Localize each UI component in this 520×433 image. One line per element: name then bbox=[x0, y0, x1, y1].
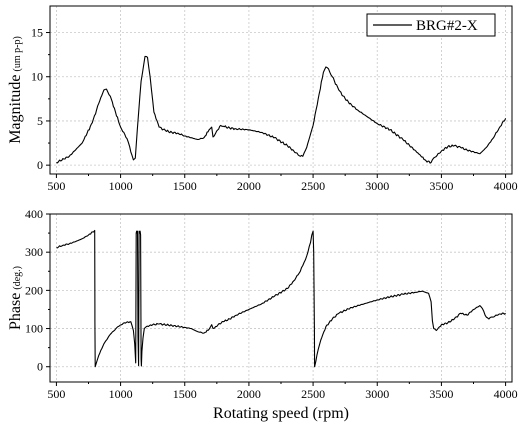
magnitude-y-label: Magnitude bbox=[7, 74, 24, 143]
phase-plot-frame bbox=[50, 214, 512, 382]
phase-y-axis-title: Phase (deg.) bbox=[7, 266, 24, 330]
phase-x-tick-label: 1000 bbox=[109, 387, 133, 401]
phase-x-tick-label: 2000 bbox=[237, 387, 261, 401]
magnitude-series bbox=[56, 55, 507, 164]
magnitude-y-tick-label: 5 bbox=[37, 114, 43, 128]
phase-x-tick-label: 2500 bbox=[301, 387, 325, 401]
legend-box bbox=[366, 13, 496, 37]
magnitude-x-tick-label: 1500 bbox=[173, 179, 197, 193]
magnitude-y-unit: (um p-p) bbox=[12, 36, 23, 71]
phase-x-tick-label: 4000 bbox=[494, 387, 518, 401]
magnitude-x-tick-label: 3500 bbox=[429, 179, 453, 193]
magnitude-x-tick-label: 4000 bbox=[494, 179, 518, 193]
magnitude-y-tick-label: 0 bbox=[37, 158, 43, 172]
legend-label-brg2x: BRG#2-X bbox=[416, 18, 478, 34]
phase-y-label: Phase bbox=[7, 293, 24, 330]
magnitude-y-axis-title: Magnitude (um p-p) bbox=[7, 36, 24, 144]
phase-y-tick-label: 0 bbox=[37, 360, 43, 374]
magnitude-y-tick-label: 15 bbox=[31, 26, 43, 40]
magnitude-x-tick-label: 1000 bbox=[109, 179, 133, 193]
phase-y-ticks: 0 100 200 300 400 bbox=[25, 207, 50, 374]
magnitude-y-ticks: 0 5 10 15 bbox=[31, 26, 50, 172]
x-axis-title: Rotating speed (rpm) bbox=[213, 405, 349, 422]
phase-x-tick-label: 3500 bbox=[429, 387, 453, 401]
phase-y-unit: (deg.) bbox=[12, 266, 23, 290]
phase-panel: 500 1000 1500 2000 2500 3000 3500 4000 0 100 200 3… bbox=[7, 207, 518, 422]
legend: BRG#2-X bbox=[366, 13, 496, 37]
phase-y-tick-label: 200 bbox=[25, 283, 43, 297]
phase-x-tick-label: 1500 bbox=[173, 387, 197, 401]
magnitude-series-line bbox=[56, 55, 507, 164]
phase-x-ticks: 500 1000 1500 2000 2500 3000 3500 4000 bbox=[47, 382, 518, 401]
magnitude-y-tick-label: 10 bbox=[31, 70, 43, 84]
phase-y-tick-label: 300 bbox=[25, 245, 43, 259]
magnitude-x-tick-label: 2000 bbox=[237, 179, 261, 193]
phase-y-tick-label: 400 bbox=[25, 207, 43, 221]
phase-series bbox=[56, 229, 506, 368]
phase-grid bbox=[50, 213, 512, 382]
magnitude-x-tick-label: 3000 bbox=[365, 179, 389, 193]
phase-x-tick-label: 500 bbox=[47, 387, 65, 401]
phase-series-line bbox=[56, 229, 506, 368]
magnitude-x-ticks: 500 1000 1500 2000 2500 3000 3500 4000 bbox=[47, 174, 518, 193]
magnitude-x-tick-label: 500 bbox=[47, 179, 65, 193]
magnitude-x-tick-label: 2500 bbox=[301, 179, 325, 193]
magnitude-panel: 500 1000 1500 2000 2500 3000 3500 4000 0 5 10 15 M… bbox=[7, 5, 518, 193]
phase-x-tick-label: 3000 bbox=[365, 387, 389, 401]
phase-y-tick-label: 100 bbox=[25, 322, 43, 336]
